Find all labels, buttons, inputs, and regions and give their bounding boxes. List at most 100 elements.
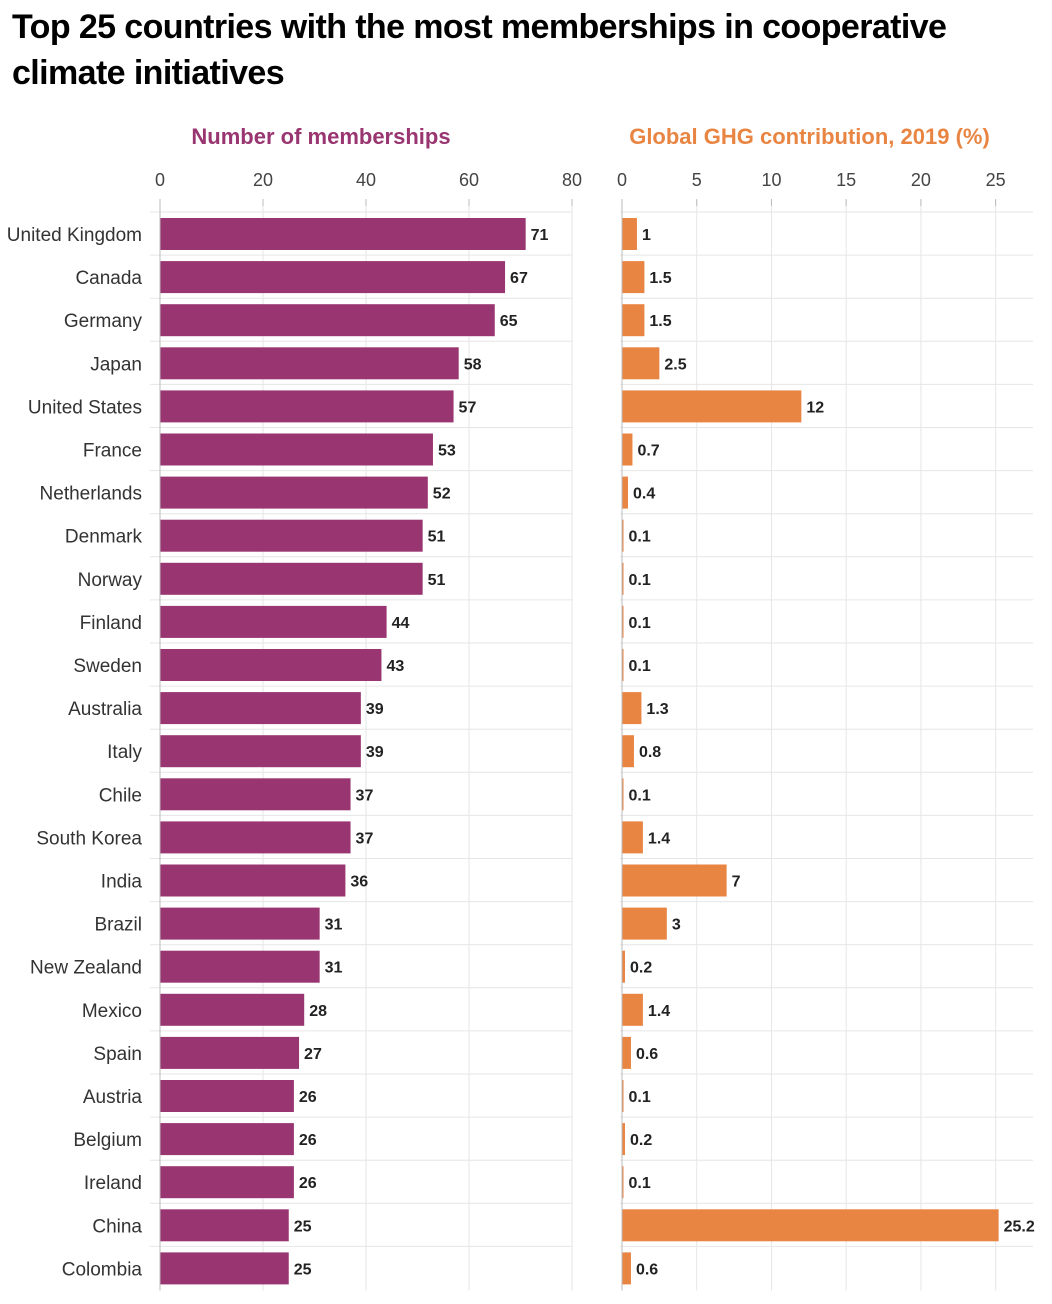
category-label: Finland <box>80 613 142 634</box>
ghg-tick-label: 15 <box>836 170 856 190</box>
category-label: Denmark <box>65 527 143 548</box>
ghg-bar <box>622 476 628 509</box>
memberships-bar <box>160 304 495 337</box>
ghg-bar <box>622 735 634 768</box>
memberships-value-label: 31 <box>325 960 343 977</box>
memberships-value-label: 71 <box>531 227 549 244</box>
memberships-bar <box>160 218 526 250</box>
ghg-bar <box>622 950 625 983</box>
ghg-value-label: 0.6 <box>636 1261 658 1278</box>
memberships-value-label: 27 <box>304 1046 322 1063</box>
ghg-bar <box>622 218 637 250</box>
category-label: India <box>101 872 143 893</box>
memberships-value-label: 25 <box>294 1218 312 1235</box>
category-label: United States <box>28 397 142 418</box>
ghg-bar <box>622 1252 631 1285</box>
category-label: Canada <box>75 268 142 289</box>
category-label: Belgium <box>73 1130 142 1151</box>
memberships-bar <box>160 649 382 681</box>
ghg-value-label: 0.1 <box>629 529 651 546</box>
memberships-value-label: 67 <box>510 270 528 287</box>
ghg-value-label: 0.1 <box>629 1175 651 1192</box>
ghg-bar <box>622 649 624 681</box>
category-label: Norway <box>78 570 143 591</box>
memberships-bar <box>160 1166 294 1199</box>
ghg-tick-label: 10 <box>761 170 781 190</box>
memberships-bar <box>160 433 433 466</box>
memberships-bar <box>160 1209 289 1242</box>
memberships-value-label: 26 <box>299 1132 317 1149</box>
ghg-value-label: 1.3 <box>646 701 668 718</box>
category-label: Brazil <box>94 915 142 936</box>
ghg-bar <box>622 692 642 725</box>
ghg-value-label: 1.4 <box>648 1003 670 1020</box>
memberships-bar <box>160 390 454 423</box>
ghg-value-label: 0.2 <box>630 960 652 977</box>
category-label: Netherlands <box>40 484 142 505</box>
memberships-value-label: 57 <box>459 399 477 416</box>
ghg-value-label: 0.2 <box>630 1132 652 1149</box>
memberships-bar <box>160 821 351 854</box>
memberships-value-label: 36 <box>350 874 368 891</box>
memberships-bar <box>160 864 346 897</box>
memberships-tick-label: 40 <box>356 170 376 190</box>
memberships-tick-label: 0 <box>155 170 165 190</box>
memberships-panel-title: Number of memberships <box>191 124 450 149</box>
category-label: Japan <box>90 354 142 375</box>
chart-title: Top 25 countries with the most membershi… <box>12 8 947 92</box>
memberships-value-label: 39 <box>366 701 384 718</box>
ghg-bar <box>622 1123 625 1156</box>
memberships-value-label: 25 <box>294 1261 312 1278</box>
ghg-tick-label: 20 <box>911 170 931 190</box>
category-label: United Kingdom <box>7 225 142 246</box>
ghg-value-label: 1.4 <box>648 830 670 847</box>
ghg-tick-label: 0 <box>617 170 627 190</box>
ghg-bar <box>622 1036 631 1069</box>
memberships-bar <box>160 562 423 595</box>
ghg-bar <box>622 605 624 638</box>
ghg-value-label: 0.1 <box>629 787 651 804</box>
category-label: Spain <box>93 1044 142 1065</box>
category-label: France <box>83 441 142 462</box>
ghg-bar <box>622 993 643 1026</box>
memberships-value-label: 37 <box>356 787 374 804</box>
ghg-bar <box>622 1166 624 1199</box>
memberships-value-label: 31 <box>325 917 343 934</box>
ghg-value-label: 2.5 <box>664 356 686 373</box>
memberships-tick-label: 60 <box>459 170 479 190</box>
memberships-bar <box>160 1252 289 1285</box>
category-label: Australia <box>68 699 142 720</box>
ghg-bar <box>622 864 727 897</box>
category-label: Sweden <box>73 656 142 677</box>
ghg-value-label: 0.8 <box>639 744 661 761</box>
ghg-panel-title: Global GHG contribution, 2019 (%) <box>629 124 990 149</box>
ghg-value-label: 25.2 <box>1004 1218 1035 1235</box>
memberships-value-label: 44 <box>392 615 410 632</box>
category-label: New Zealand <box>30 958 142 979</box>
ghg-bar <box>622 304 645 337</box>
memberships-bar <box>160 778 351 811</box>
memberships-tick-label: 80 <box>562 170 582 190</box>
memberships-bar <box>160 261 506 294</box>
ghg-value-label: 0.6 <box>636 1046 658 1063</box>
memberships-bar <box>160 1036 300 1069</box>
ghg-value-label: 7 <box>732 874 741 891</box>
memberships-bar <box>160 907 320 940</box>
category-label: Austria <box>83 1087 143 1108</box>
ghg-bar <box>622 562 624 595</box>
memberships-value-label: 65 <box>500 313 518 330</box>
memberships-bar <box>160 1123 294 1156</box>
ghg-value-label: 0.1 <box>629 615 651 632</box>
ghg-bar <box>622 347 660 380</box>
ghg-value-label: 1.5 <box>649 270 671 287</box>
category-label: South Korea <box>36 828 142 849</box>
ghg-bar <box>622 1080 624 1112</box>
ghg-bar <box>622 390 802 423</box>
memberships-bar <box>160 519 423 552</box>
category-label: Ireland <box>84 1173 142 1194</box>
ghg-tick-label: 5 <box>692 170 702 190</box>
memberships-bar <box>160 950 320 983</box>
ghg-value-label: 12 <box>806 399 824 416</box>
memberships-bar <box>160 692 361 725</box>
